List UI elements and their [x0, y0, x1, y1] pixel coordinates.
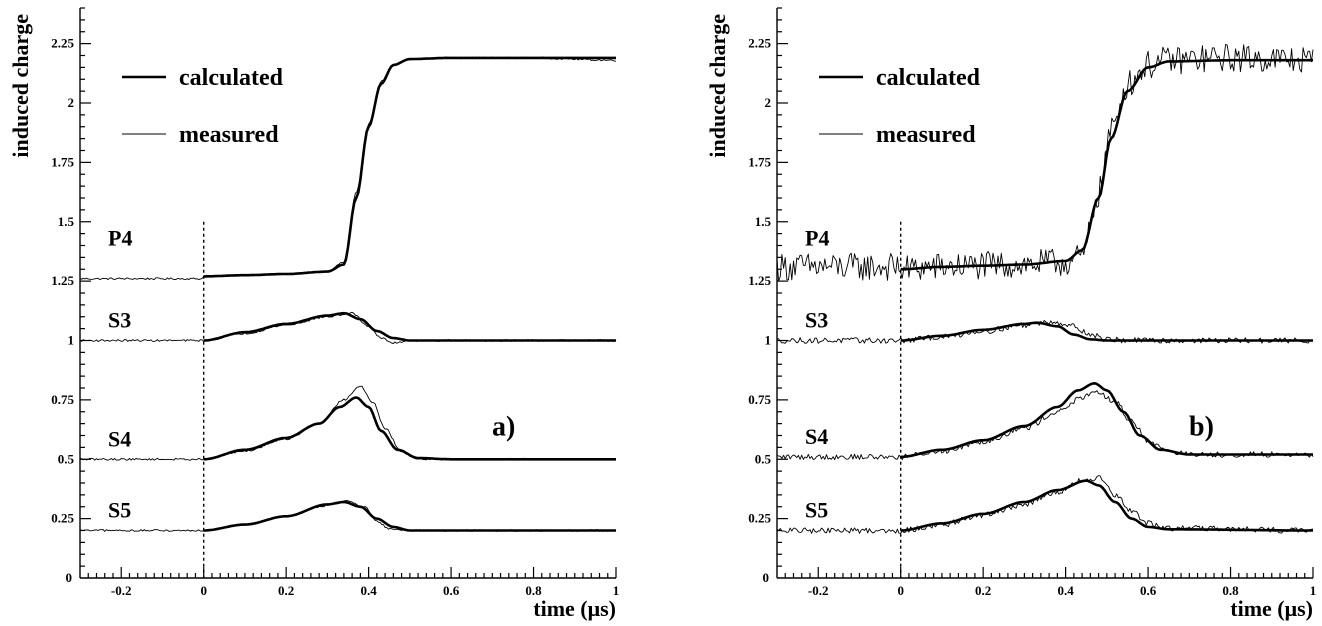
measured-trace-s4: [776, 390, 1314, 461]
x-tick-label: 1: [613, 583, 620, 598]
x-tick-label: 0.4: [360, 583, 377, 598]
calculated-trace-s4: [203, 396, 616, 461]
x-tick-label: 0: [200, 583, 207, 598]
y-origin-label: 0: [66, 570, 73, 585]
calculated-trace-s5: [203, 500, 616, 532]
y-axis-title: induced charge: [8, 14, 33, 158]
x-tick-label: -0.2: [808, 583, 829, 598]
panel-a: 0.25 0.5 0.75 1 1.25 1.5 1.75 2 2.25 0 -0.2 0 0.2 0.4…: [8, 7, 620, 621]
x-tick-label: 1: [1310, 583, 1317, 598]
legend-measured-label: measured: [179, 122, 279, 148]
panel-label: b): [1189, 412, 1214, 443]
measured-trace-s4: [79, 385, 617, 461]
trace-label-s3: S3: [805, 308, 828, 333]
x-tick-label: 0.2: [975, 583, 991, 598]
trace-label-s5: S5: [108, 498, 131, 523]
x-tick-label: 0.6: [443, 583, 460, 598]
y-tick-label: 2.25: [51, 36, 74, 51]
calculated-trace-s5: [900, 479, 1313, 532]
y-tick-label: 1: [765, 333, 772, 348]
y-tick-label: 2.25: [748, 36, 771, 51]
panel-label: a): [492, 412, 515, 443]
calculated-trace-p4: [203, 56, 616, 278]
calculated-trace-s3: [900, 321, 1313, 342]
x-axis-title: time (μs): [1230, 596, 1313, 621]
trace-label-p4: P4: [108, 226, 132, 251]
y-origin-label: 0: [763, 570, 770, 585]
x-tick-label: 0: [897, 583, 904, 598]
trace-label-p4: P4: [805, 226, 829, 251]
y-tick-label: 1.25: [51, 273, 74, 288]
y-tick-label: 0.25: [51, 511, 74, 526]
calculated-trace-s3: [203, 311, 616, 342]
trace-label-s3: S3: [108, 308, 131, 333]
y-tick-label: 1.25: [748, 273, 771, 288]
y-tick-label: 1.75: [51, 154, 74, 169]
measured-trace-s5: [79, 500, 617, 532]
trace-label-s4: S4: [108, 426, 131, 451]
y-tick-label: 1: [68, 333, 75, 348]
y-tick-label: 1.5: [755, 214, 772, 229]
x-axis-title: time (μs): [533, 596, 616, 621]
y-tick-label: 2: [68, 95, 75, 110]
trace-label-s4: S4: [805, 424, 828, 449]
measured-trace-s3: [79, 311, 617, 344]
y-tick-label: 1.5: [58, 214, 75, 229]
y-tick-label: 0.75: [51, 392, 74, 407]
x-tick-label: -0.2: [111, 583, 132, 598]
y-tick-label: 0.25: [748, 511, 771, 526]
legend-calculated-label: calculated: [179, 65, 284, 91]
measured-trace-s5: [776, 475, 1314, 534]
x-tick-label: 0.8: [525, 583, 542, 598]
trace-label-s5: S5: [805, 498, 828, 523]
panel-b: 0.25 0.5 0.75 1 1.25 1.5 1.75 2 2.25 0 -0.2 0 0.2 0.4…: [705, 7, 1317, 621]
x-tick-label: 0.2: [278, 583, 294, 598]
y-tick-label: 2: [765, 95, 772, 110]
calculated-trace-p4: [900, 58, 1313, 271]
y-tick-label: 0.75: [748, 392, 771, 407]
y-axis-title: induced charge: [705, 14, 730, 158]
y-tick-label: 0.5: [755, 451, 772, 466]
legend-calculated-label: calculated: [876, 65, 981, 91]
x-tick-label: 0.6: [1140, 583, 1157, 598]
calculated-trace-s4: [900, 382, 1313, 459]
x-tick-label: 0.8: [1222, 583, 1239, 598]
x-tick-label: 0.4: [1057, 583, 1074, 598]
y-tick-label: 1.75: [748, 154, 771, 169]
y-tick-label: 0.5: [58, 451, 75, 466]
legend-measured-label: measured: [876, 122, 976, 148]
measured-trace-p4: [776, 43, 1314, 282]
